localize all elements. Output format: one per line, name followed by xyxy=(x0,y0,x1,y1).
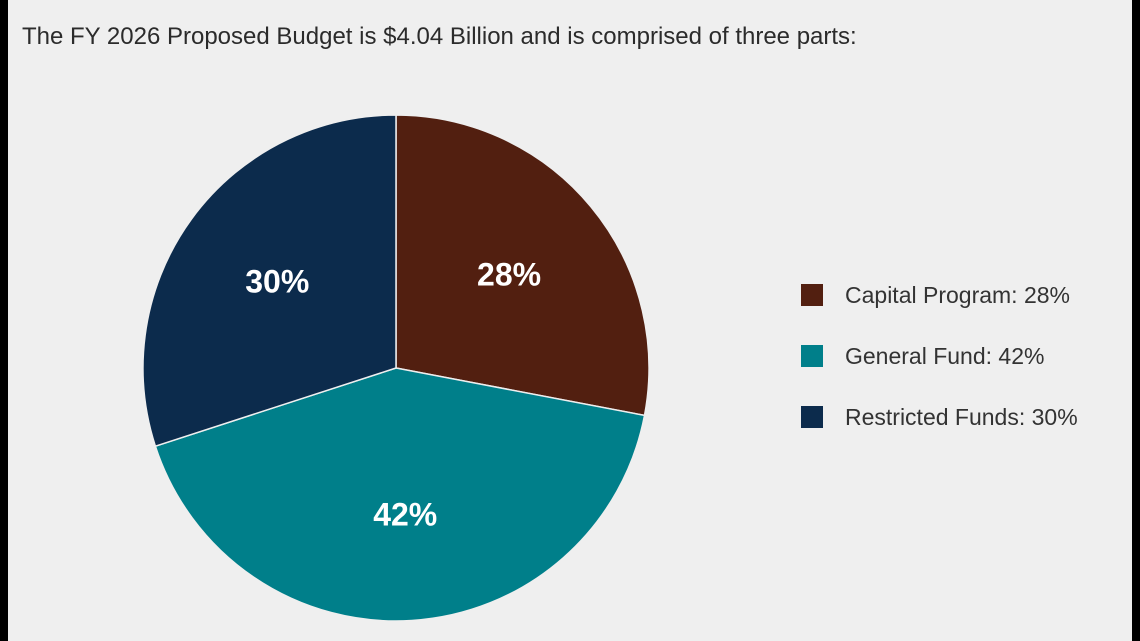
slice-label-general-fund: 42% xyxy=(373,496,437,532)
pie-labels: 28% 42% 30% xyxy=(245,256,541,532)
pie-slice-restricted-funds xyxy=(142,114,397,448)
pie-slices xyxy=(142,114,650,622)
legend-swatch-restricted-funds xyxy=(801,406,823,428)
legend-label-capital-program: Capital Program: 28% xyxy=(845,281,1070,308)
budget-headline: The FY 2026 Proposed Budget is $4.04 Bil… xyxy=(22,23,857,50)
legend-label-restricted-funds: Restricted Funds: 30% xyxy=(845,403,1078,430)
legend-item-general-fund: General Fund: 42% xyxy=(801,341,1078,371)
pie-chart: 28% 42% 30% xyxy=(142,114,650,622)
pie-slice-general-fund xyxy=(154,367,646,622)
slice-label-capital-program: 28% xyxy=(477,256,541,292)
legend-swatch-general-fund xyxy=(801,345,823,367)
slice-label-restricted-funds: 30% xyxy=(245,264,309,300)
chart-legend: Capital Program: 28% General Fund: 42% R… xyxy=(801,280,1078,463)
pie-slice-capital-program xyxy=(395,114,650,417)
legend-label-general-fund: General Fund: 42% xyxy=(845,342,1045,369)
chart-panel: The FY 2026 Proposed Budget is $4.04 Bil… xyxy=(8,0,1132,641)
legend-swatch-capital-program xyxy=(801,284,823,306)
legend-item-restricted-funds: Restricted Funds: 30% xyxy=(801,402,1078,432)
legend-item-capital-program: Capital Program: 28% xyxy=(801,280,1078,310)
